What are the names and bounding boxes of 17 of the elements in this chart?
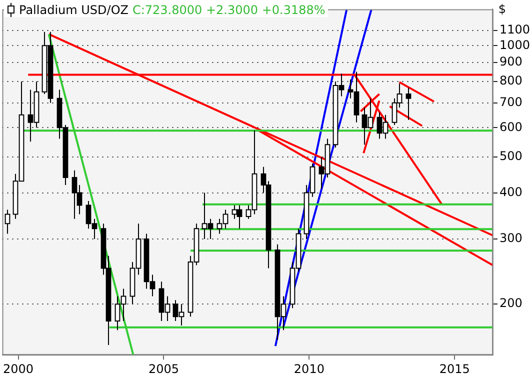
- y-tick-label: 300: [499, 231, 522, 246]
- chart-title: Palladium USD/OZ: [19, 3, 128, 17]
- y-tick-label: 500: [499, 149, 522, 164]
- y-tick-label: 700: [499, 95, 522, 110]
- y-tick-label: 1000: [499, 38, 530, 52]
- y-tick-label: 600: [499, 120, 522, 134]
- x-tick-label: 2005: [148, 362, 179, 376]
- y-tick-label: 900: [499, 54, 522, 69]
- chart-subtitle: C:723.8000 +2.3000 +0.3188%: [132, 3, 326, 17]
- x-tick-label: 2015: [439, 362, 470, 376]
- x-tick-label: 2000: [2, 362, 34, 376]
- y-tick-label: 200: [499, 296, 522, 310]
- y-tick-label: 800: [499, 74, 522, 88]
- y-tick-label: 1100: [499, 22, 530, 36]
- y-axis-title: $: [498, 2, 506, 16]
- x-tick-label: 2010: [294, 362, 324, 376]
- y-tick-label: 400: [499, 184, 522, 199]
